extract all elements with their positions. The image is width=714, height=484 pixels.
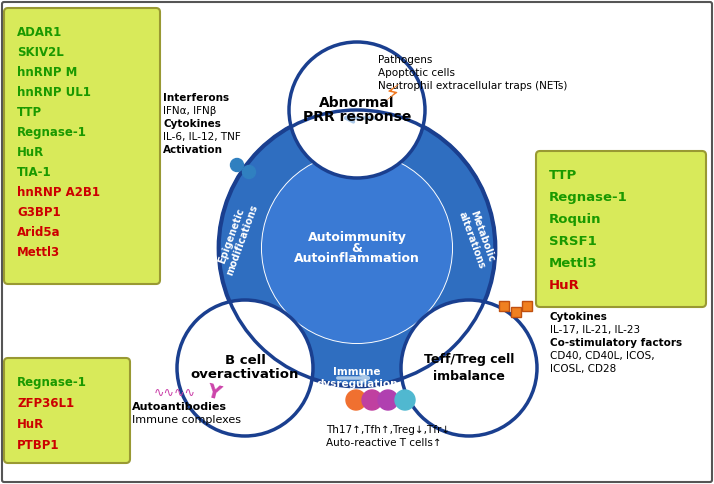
Text: SRSF1: SRSF1 <box>549 235 597 248</box>
Text: Immune complexes: Immune complexes <box>132 415 241 425</box>
Text: IFNα, IFNβ: IFNα, IFNβ <box>163 106 216 116</box>
Text: Epigenetic
modifications: Epigenetic modifications <box>214 199 260 277</box>
Text: Autoimmunity: Autoimmunity <box>308 230 406 243</box>
Text: Pathogens: Pathogens <box>378 55 433 65</box>
Circle shape <box>346 390 366 410</box>
Text: hnRNP M: hnRNP M <box>17 66 77 79</box>
Circle shape <box>177 300 313 436</box>
FancyBboxPatch shape <box>4 358 130 463</box>
Circle shape <box>378 390 398 410</box>
Text: CD40, CD40L, ICOS,: CD40, CD40L, ICOS, <box>550 351 655 361</box>
Text: Immune
dysregulation: Immune dysregulation <box>316 367 398 389</box>
FancyBboxPatch shape <box>536 151 706 307</box>
Text: Mettl3: Mettl3 <box>549 257 598 270</box>
Text: TIA-1: TIA-1 <box>17 166 51 179</box>
Text: Roquin: Roquin <box>549 213 601 226</box>
Text: hnRNP A2B1: hnRNP A2B1 <box>17 186 100 199</box>
Text: Mettl3: Mettl3 <box>17 246 60 259</box>
Text: ADAR1: ADAR1 <box>17 26 62 39</box>
Text: Metabolic
alterations: Metabolic alterations <box>456 206 498 270</box>
Text: hnRNP UL1: hnRNP UL1 <box>17 86 91 99</box>
Text: imbalance: imbalance <box>433 369 505 382</box>
Circle shape <box>362 390 382 410</box>
Circle shape <box>243 166 256 179</box>
Text: Abnormal: Abnormal <box>319 96 395 110</box>
Text: Regnase-1: Regnase-1 <box>17 126 87 139</box>
Text: Regnase-1: Regnase-1 <box>549 191 628 204</box>
Text: Cytokines: Cytokines <box>163 119 221 129</box>
Text: SKIV2L: SKIV2L <box>17 46 64 59</box>
Text: ⚡: ⚡ <box>384 85 400 105</box>
Text: Th17↑,Tfh↑,Treg↓,Tfr↓: Th17↑,Tfh↑,Treg↓,Tfr↓ <box>326 425 450 435</box>
Text: Activation: Activation <box>163 145 223 155</box>
Text: Co-stimulatory factors: Co-stimulatory factors <box>550 338 682 348</box>
Text: Regnase-1: Regnase-1 <box>17 376 87 389</box>
Circle shape <box>289 42 425 178</box>
Text: HuR: HuR <box>17 418 44 431</box>
Text: Y: Y <box>203 382 222 404</box>
Circle shape <box>263 154 451 342</box>
Circle shape <box>219 110 495 386</box>
Text: overactivation: overactivation <box>191 368 299 381</box>
Text: Autoinflammation: Autoinflammation <box>294 253 420 266</box>
Text: IL-17, IL-21, IL-23: IL-17, IL-21, IL-23 <box>550 325 640 335</box>
Text: Apoptotic cells: Apoptotic cells <box>378 68 455 78</box>
Text: Cytokines: Cytokines <box>550 312 608 322</box>
Text: &: & <box>351 242 363 255</box>
Text: Teff/Treg cell: Teff/Treg cell <box>424 353 514 366</box>
Text: ICOSL, CD28: ICOSL, CD28 <box>550 364 616 374</box>
Circle shape <box>231 158 243 171</box>
Text: Autoantibodies: Autoantibodies <box>132 402 227 412</box>
Text: G3BP1: G3BP1 <box>17 206 61 219</box>
Text: Auto-reactive T cells↑: Auto-reactive T cells↑ <box>326 438 442 448</box>
Text: TTP: TTP <box>549 169 577 182</box>
Text: HuR: HuR <box>17 146 44 159</box>
Circle shape <box>395 390 415 410</box>
Text: Interferons: Interferons <box>163 93 229 103</box>
Text: TTP: TTP <box>17 106 42 119</box>
Text: PTBP1: PTBP1 <box>17 439 59 452</box>
Text: IL-6, IL-12, TNF: IL-6, IL-12, TNF <box>163 132 241 142</box>
Text: ZFP36L1: ZFP36L1 <box>17 397 74 410</box>
Text: PRR response: PRR response <box>303 110 411 124</box>
Text: Arid5a: Arid5a <box>17 226 61 239</box>
Circle shape <box>261 152 453 344</box>
Text: B cell: B cell <box>225 354 266 367</box>
Circle shape <box>401 300 537 436</box>
Text: HuR: HuR <box>549 279 580 292</box>
Text: ∿∿∿∿: ∿∿∿∿ <box>154 387 196 399</box>
FancyBboxPatch shape <box>4 8 160 284</box>
Text: Neutrophil extracellular traps (NETs): Neutrophil extracellular traps (NETs) <box>378 81 568 91</box>
